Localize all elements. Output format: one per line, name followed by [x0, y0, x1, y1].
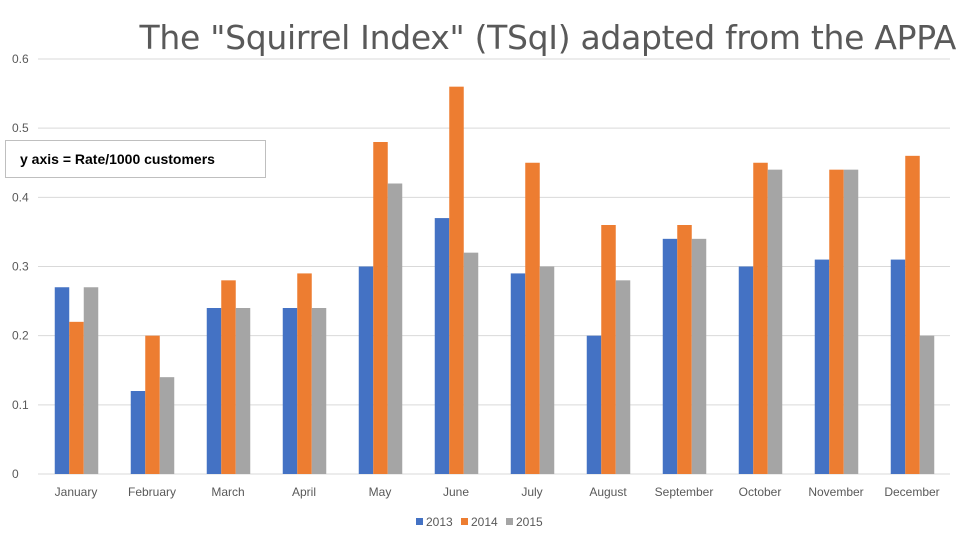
- bar-2014-may: [373, 142, 388, 474]
- bar-2015-december: [919, 335, 935, 474]
- bar-2015-july: [539, 266, 555, 474]
- y-tick-label: 0.3: [12, 260, 29, 274]
- bar-2013-august: [586, 335, 602, 474]
- y-tick-label: 0.2: [12, 329, 29, 343]
- bar-2014-october: [753, 162, 768, 474]
- bar-2014-march: [221, 280, 236, 474]
- bar-2014-june: [449, 86, 464, 475]
- bar-2015-september: [691, 238, 707, 474]
- x-tick-label: August: [589, 485, 627, 499]
- bar-2013-may: [358, 266, 374, 474]
- x-tick-label: February: [128, 485, 176, 499]
- bar-2013-december: [890, 259, 906, 474]
- bar-2014-july: [525, 162, 540, 474]
- bar-2013-april: [282, 308, 298, 474]
- x-tick-label: October: [739, 485, 782, 499]
- x-tick-label: June: [443, 485, 469, 499]
- bar-2015-june: [463, 252, 479, 474]
- bar-2015-march: [235, 308, 251, 474]
- bar-2013-october: [738, 266, 754, 474]
- legend-label-2015: 2015: [516, 515, 543, 529]
- legend-swatch-2014: [461, 518, 468, 525]
- x-tick-label: November: [808, 485, 863, 499]
- legend-swatch-2015: [506, 518, 513, 525]
- bar-2014-november: [829, 169, 844, 474]
- legend-label-2014: 2014: [471, 515, 498, 529]
- legend-swatch-2013: [416, 518, 423, 525]
- bar-2014-september: [677, 225, 692, 474]
- bar-2014-april: [297, 273, 312, 474]
- bar-2014-august: [601, 225, 616, 474]
- y-axis-note: y axis = Rate/1000 customers: [5, 140, 266, 178]
- bar-2015-august: [615, 280, 631, 474]
- legend-label-2013: 2013: [426, 515, 453, 529]
- bar-2013-july: [510, 273, 526, 474]
- bar-2013-june: [434, 218, 450, 474]
- bar-2013-november: [814, 259, 830, 474]
- x-tick-label: December: [884, 485, 939, 499]
- bar-2015-october: [767, 169, 783, 474]
- y-tick-label: 0.1: [12, 398, 29, 412]
- bar-2013-february: [130, 391, 146, 474]
- bar-2014-february: [145, 335, 160, 474]
- bar-2014-december: [905, 155, 920, 475]
- bar-2015-april: [311, 308, 327, 474]
- bar-2013-september: [662, 238, 678, 474]
- x-tick-label: April: [292, 485, 316, 499]
- y-tick-label: 0.5: [12, 121, 29, 135]
- bar-2013-january: [54, 287, 70, 474]
- chart-title: The "Squirrel Index" (TSqI) adapted from…: [139, 18, 957, 57]
- bar-2015-february: [159, 377, 175, 474]
- y-tick-label: 0: [12, 467, 19, 481]
- bar-2015-november: [843, 169, 859, 474]
- x-tick-label: September: [655, 485, 714, 499]
- bar-2013-march: [206, 308, 222, 474]
- y-tick-label: 0.4: [12, 190, 29, 204]
- x-tick-label: July: [521, 485, 542, 499]
- bar-2014-january: [69, 321, 84, 474]
- bar-2015-january: [83, 287, 99, 474]
- x-tick-label: May: [369, 485, 392, 499]
- x-tick-label: January: [55, 485, 98, 499]
- bar-2015-may: [387, 183, 403, 474]
- x-tick-label: March: [211, 485, 244, 499]
- y-tick-label: 0.6: [12, 52, 29, 66]
